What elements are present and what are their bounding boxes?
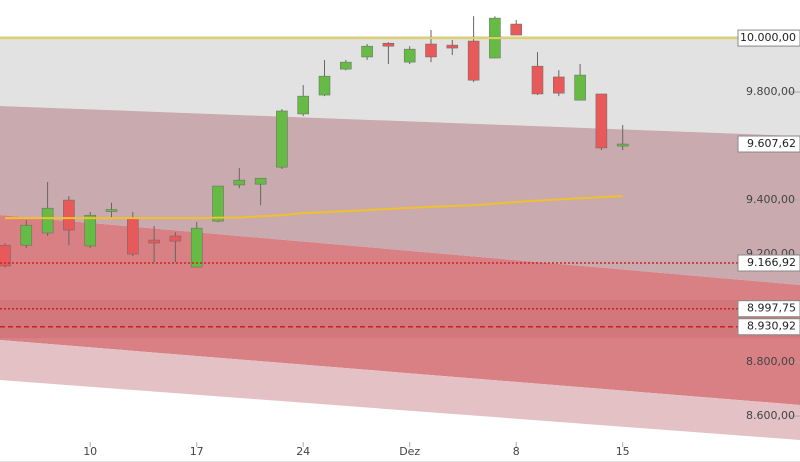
y-tick-label: 8.600,00 <box>746 409 795 422</box>
level-box <box>737 29 800 47</box>
candle-body <box>425 43 437 58</box>
channel-middle <box>0 106 800 285</box>
x-tick-label: 10 <box>83 445 97 458</box>
candle-body <box>510 23 522 36</box>
level-box <box>737 300 800 318</box>
candle-body <box>574 74 586 101</box>
candle-body <box>361 45 373 58</box>
candle-body <box>467 40 480 81</box>
candle-body <box>531 65 544 95</box>
level-label: 8.997,75 <box>747 302 796 315</box>
level-box <box>737 318 800 336</box>
level-box <box>737 135 800 153</box>
candle-body <box>63 199 75 231</box>
candle-body <box>41 207 54 234</box>
level-label: 8.930,92 <box>747 320 796 333</box>
candle-body <box>233 179 246 186</box>
candle-body <box>616 143 629 147</box>
candle-body <box>148 239 160 244</box>
level-label: 9.166,92 <box>747 256 796 269</box>
candle-body <box>446 44 459 49</box>
candle-body <box>0 244 11 267</box>
candle-body <box>297 95 309 115</box>
candle-body <box>403 48 416 63</box>
candle-body <box>276 110 288 168</box>
level-label: 10.000,00 <box>740 31 796 44</box>
zone-band <box>0 300 800 338</box>
level-label: 9.607,62 <box>747 137 796 150</box>
candle-body <box>84 214 96 247</box>
y-tick-label: 8.800,00 <box>746 355 795 368</box>
x-tick-label: 8 <box>513 445 520 458</box>
candle-body <box>127 217 139 255</box>
candle-body <box>169 235 182 242</box>
y-tick-label: 9.800,00 <box>746 85 795 98</box>
candle-body <box>595 93 608 149</box>
candle-body <box>318 75 331 96</box>
candle-body <box>20 224 33 246</box>
x-tick-label: 24 <box>296 445 310 458</box>
candle-body <box>212 185 224 222</box>
candle-body <box>382 42 395 47</box>
x-tick-label: 15 <box>616 445 630 458</box>
y-tick-label: 9.400,00 <box>746 193 795 206</box>
candle-body <box>553 76 565 94</box>
candle-body <box>340 61 352 70</box>
level-box <box>737 254 800 272</box>
candle-body <box>190 227 203 268</box>
candle-body <box>254 177 267 185</box>
x-tick-label: Dez <box>399 445 420 458</box>
x-tick-label: 17 <box>190 445 204 458</box>
candle-body <box>105 209 118 212</box>
moving-average <box>5 195 623 220</box>
zone-light <box>0 340 800 440</box>
